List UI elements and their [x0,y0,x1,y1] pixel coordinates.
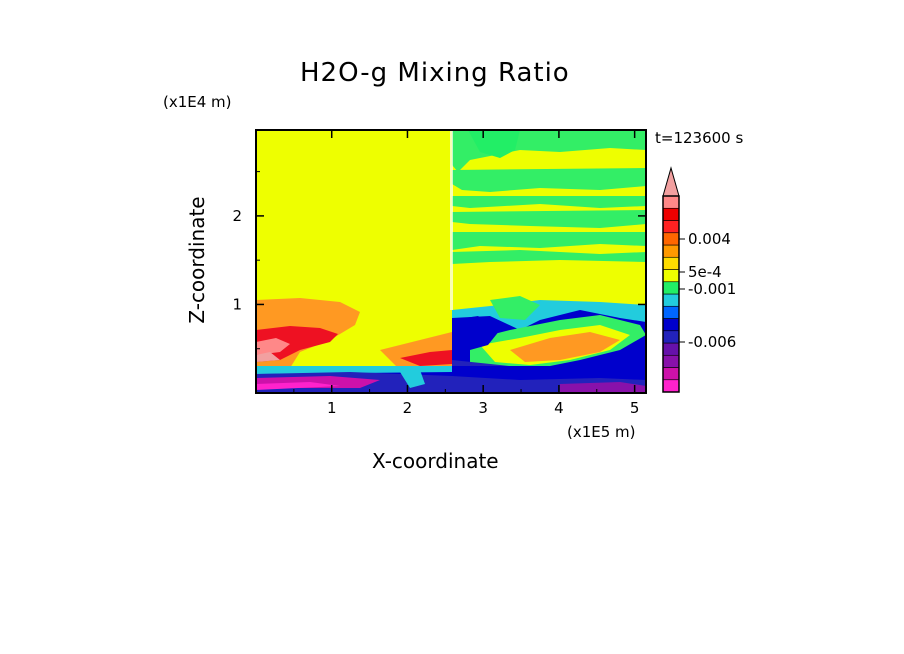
x-tick-label: 2 [403,399,413,417]
bottom-layer [256,366,646,393]
colorbar-level [662,342,680,356]
x-tick-label: 5 [630,399,640,417]
colorbar-frame [662,195,680,393]
colorbar-label: -0.001 [688,280,736,298]
green-bands-upper-right [452,130,646,264]
colorbar-level [662,207,680,221]
x-unit-label: (x1E5 m) [567,423,636,441]
chart-title: H2O-g Mixing Ratio [300,58,570,88]
x-axis-ticks: 1 2 3 4 5 [293,130,640,417]
colorbar-level [662,318,680,332]
colorbar-level [662,256,680,270]
colorbar-extend-triangle [662,166,680,197]
colorbar-label: -0.006 [688,333,736,351]
y-axis-ticks: 12 [232,171,646,350]
colorbar-label: 5e-4 [688,263,722,281]
time-label: t=123600 s [655,129,744,147]
colorbar-level [662,354,680,368]
x-axis-label: X-coordinate [372,449,499,473]
left-warm-region [256,298,452,370]
colorbar-level [662,330,680,344]
colorbar-level [662,244,680,258]
y-tick-label: 1 [232,295,242,313]
colorbar-label: 0.004 [688,230,731,248]
field-divider [450,130,453,310]
colorbar-level [662,281,680,295]
x-tick-label: 4 [554,399,564,417]
colorbar-level [662,305,680,319]
colorbar-level [662,367,680,381]
colorbar: 0.004 5e-4-0.001 -0.006 [662,166,736,393]
y-tick-label: 2 [232,207,242,225]
colorbar-level [662,220,680,234]
heatmap-field [256,130,646,393]
plot-frame [255,129,647,394]
y-unit-label: (x1E4 m) [163,93,232,111]
colorbar-level [662,232,680,246]
colorbar-level [662,379,680,393]
colorbar-level [662,293,680,307]
colorbar-level [662,195,680,209]
x-tick-label: 3 [478,399,488,417]
x-tick-label: 1 [327,399,337,417]
colorbar-level [662,269,680,283]
